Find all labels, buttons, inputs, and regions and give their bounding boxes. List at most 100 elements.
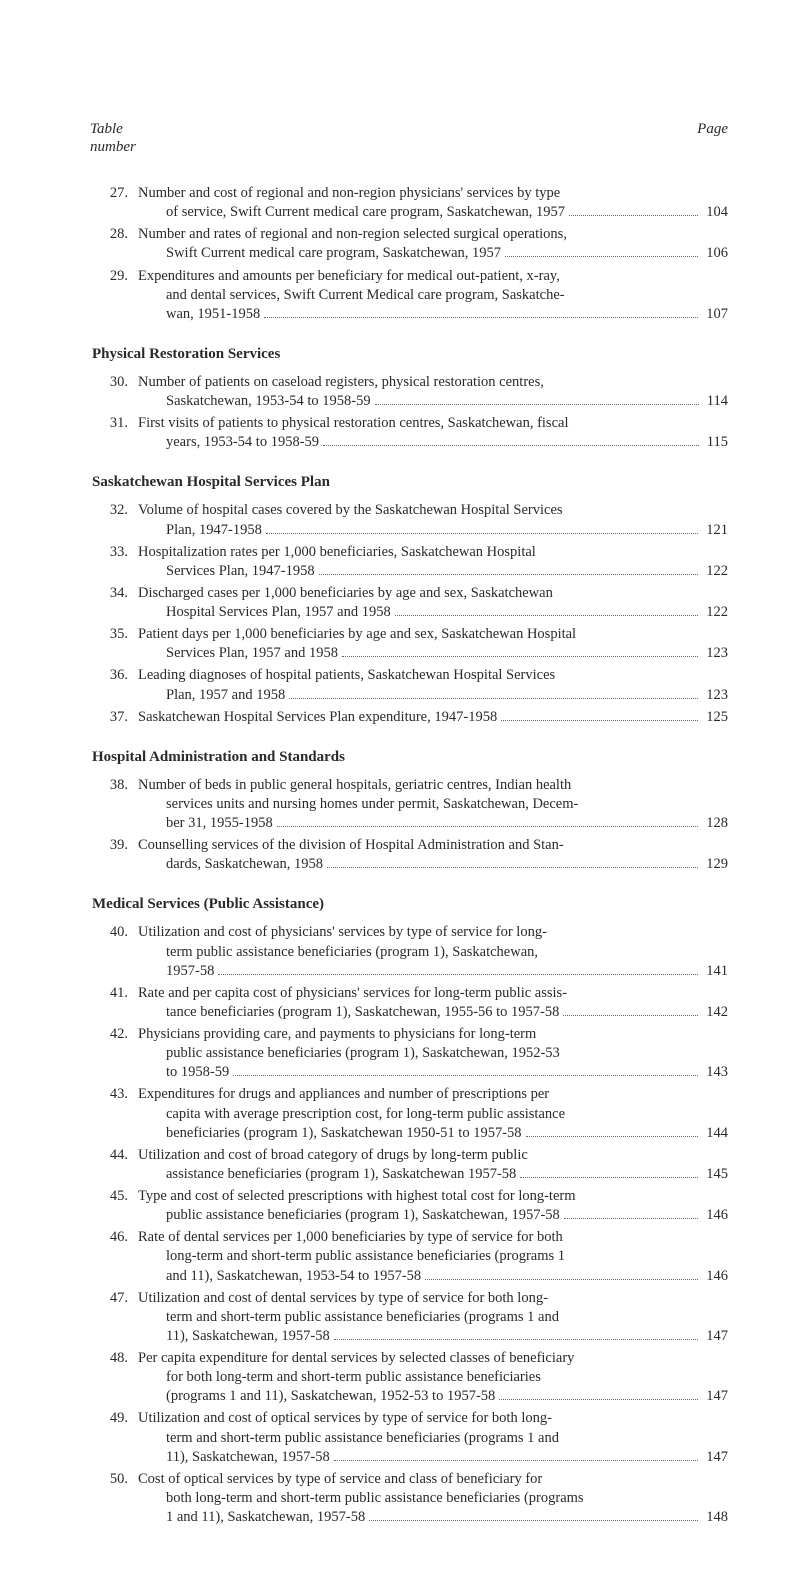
entry-description: Saskatchewan Hospital Services Plan expe… bbox=[138, 708, 728, 727]
entry-last-text: Plan, 1957 and 1958 bbox=[166, 686, 285, 705]
entry-page-number: 106 bbox=[702, 244, 728, 263]
entry-number: 35. bbox=[90, 625, 138, 663]
entry-last-text: 11), Saskatchewan, 1957-58 bbox=[166, 1448, 330, 1467]
entry-number: 42. bbox=[90, 1025, 138, 1082]
entry-description: Hospitalization rates per 1,000 benefici… bbox=[138, 543, 728, 581]
toc-entry: 40.Utilization and cost of physicians' s… bbox=[90, 923, 728, 980]
entry-line: public assistance beneficiaries (program… bbox=[138, 1044, 728, 1063]
entry-line: Rate of dental services per 1,000 benefi… bbox=[138, 1228, 728, 1247]
entry-description: Rate and per capita cost of physicians' … bbox=[138, 984, 728, 1022]
entry-page-number: 125 bbox=[702, 708, 728, 727]
entry-line: Type and cost of selected prescriptions … bbox=[138, 1187, 728, 1206]
entry-leader-line: Services Plan, 1947-1958122 bbox=[138, 562, 728, 581]
entry-number: 30. bbox=[90, 373, 138, 411]
entry-leader-line: (programs 1 and 11), Saskatchewan, 1952-… bbox=[138, 1387, 728, 1406]
entry-last-text: dards, Saskatchewan, 1958 bbox=[166, 855, 323, 874]
entry-last-text: and 11), Saskatchewan, 1953-54 to 1957-5… bbox=[166, 1267, 421, 1286]
entry-page-number: 145 bbox=[702, 1165, 728, 1184]
entry-description: Patient days per 1,000 beneficiaries by … bbox=[138, 625, 728, 663]
entry-last-text: to 1958-59 bbox=[166, 1063, 229, 1082]
entry-leader-line: 1 and 11), Saskatchewan, 1957-58 148 bbox=[138, 1508, 728, 1527]
entry-last-text: 1 and 11), Saskatchewan, 1957-58 bbox=[166, 1508, 365, 1527]
entry-description: Utilization and cost of optical services… bbox=[138, 1409, 728, 1466]
entry-last-text: 11), Saskatchewan, 1957-58 bbox=[166, 1327, 330, 1346]
entry-line: Cost of optical services by type of serv… bbox=[138, 1470, 728, 1489]
entry-last-text: Swift Current medical care program, Sask… bbox=[166, 244, 501, 263]
entry-line: Leading diagnoses of hospital patients, … bbox=[138, 666, 728, 685]
header-table-label: Table bbox=[90, 120, 136, 138]
entry-leader-line: ber 31, 1955-1958128 bbox=[138, 814, 728, 833]
entry-last-text: assistance beneficiaries (program 1), Sa… bbox=[166, 1165, 516, 1184]
entry-page-number: 146 bbox=[702, 1206, 728, 1225]
page-root: Table number Page 27.Number and cost of … bbox=[0, 0, 800, 1590]
toc-entry: 30.Number of patients on caseload regist… bbox=[90, 373, 728, 411]
entry-description: Utilization and cost of dental services … bbox=[138, 1289, 728, 1346]
toc-entry: 41.Rate and per capita cost of physician… bbox=[90, 984, 728, 1022]
entry-page-number: 115 bbox=[703, 433, 728, 452]
entry-last-text: tance beneficiaries (program 1), Saskatc… bbox=[166, 1003, 559, 1022]
leader-dots bbox=[264, 317, 698, 318]
entry-last-text: beneficiaries (program 1), Saskatchewan … bbox=[166, 1124, 522, 1143]
entry-page-number: 148 bbox=[702, 1508, 728, 1527]
entry-leader-line: Saskatchewan Hospital Services Plan expe… bbox=[138, 708, 728, 727]
section-heading: Saskatchewan Hospital Services Plan bbox=[92, 474, 728, 491]
entry-page-number: 147 bbox=[702, 1387, 728, 1406]
entry-line: Utilization and cost of broad category o… bbox=[138, 1146, 728, 1165]
toc-entry: 29.Expenditures and amounts per benefici… bbox=[90, 267, 728, 324]
leader-dots bbox=[218, 974, 698, 975]
header-row: Table number Page bbox=[90, 120, 728, 156]
toc-entry: 34.Discharged cases per 1,000 beneficiar… bbox=[90, 584, 728, 622]
entry-leader-line: wan, 1951-1958107 bbox=[138, 305, 728, 324]
entry-line: Number and rates of regional and non-reg… bbox=[138, 225, 728, 244]
entry-line: Counselling services of the division of … bbox=[138, 836, 728, 855]
leader-dots bbox=[233, 1075, 698, 1076]
toc-entry: 45.Type and cost of selected prescriptio… bbox=[90, 1187, 728, 1225]
entry-line: term and short-term public assistance be… bbox=[138, 1308, 728, 1327]
entry-line: Utilization and cost of optical services… bbox=[138, 1409, 728, 1428]
entry-line: Utilization and cost of physicians' serv… bbox=[138, 923, 728, 942]
toc-entry: 33.Hospitalization rates per 1,000 benef… bbox=[90, 543, 728, 581]
entry-line: Patient days per 1,000 beneficiaries by … bbox=[138, 625, 728, 644]
entry-description: Expenditures and amounts per beneficiary… bbox=[138, 267, 728, 324]
entry-description: Leading diagnoses of hospital patients, … bbox=[138, 666, 728, 704]
leader-dots bbox=[526, 1136, 699, 1137]
toc-entry: 28.Number and rates of regional and non-… bbox=[90, 225, 728, 263]
entry-leader-line: Plan, 1957 and 1958123 bbox=[138, 686, 728, 705]
toc-entry: 47.Utilization and cost of dental servic… bbox=[90, 1289, 728, 1346]
entry-page-number: 114 bbox=[703, 392, 728, 411]
entry-page-number: 104 bbox=[702, 203, 728, 222]
entry-number: 41. bbox=[90, 984, 138, 1022]
entry-description: Number and cost of regional and non-regi… bbox=[138, 184, 728, 222]
entry-description: Number and rates of regional and non-reg… bbox=[138, 225, 728, 263]
entry-number: 40. bbox=[90, 923, 138, 980]
section-heading: Medical Services (Public Assistance) bbox=[92, 896, 728, 913]
leader-dots bbox=[334, 1460, 698, 1461]
toc-entry: 31.First visits of patients to physical … bbox=[90, 414, 728, 452]
entry-description: Rate of dental services per 1,000 benefi… bbox=[138, 1228, 728, 1285]
leader-dots bbox=[323, 445, 699, 446]
entry-leader-line: Hospital Services Plan, 1957 and 1958122 bbox=[138, 603, 728, 622]
toc-entry: 49.Utilization and cost of optical servi… bbox=[90, 1409, 728, 1466]
toc-entry: 50.Cost of optical services by type of s… bbox=[90, 1470, 728, 1527]
entry-number: 32. bbox=[90, 501, 138, 539]
entry-last-text: years, 1953-54 to 1958-59 bbox=[166, 433, 319, 452]
entry-leader-line: and 11), Saskatchewan, 1953-54 to 1957-5… bbox=[138, 1267, 728, 1286]
entry-number: 36. bbox=[90, 666, 138, 704]
entry-last-text: Plan, 1947-1958 bbox=[166, 521, 262, 540]
entry-line: Per capita expenditure for dental servic… bbox=[138, 1349, 728, 1368]
leader-dots bbox=[327, 867, 698, 868]
entry-line: Discharged cases per 1,000 beneficiaries… bbox=[138, 584, 728, 603]
leader-dots bbox=[369, 1520, 698, 1521]
toc-entry: 38.Number of beds in public general hosp… bbox=[90, 776, 728, 833]
leader-dots bbox=[425, 1279, 698, 1280]
toc-body: 27.Number and cost of regional and non-r… bbox=[90, 184, 728, 1527]
entry-line: for both long-term and short-term public… bbox=[138, 1368, 728, 1387]
entry-leader-line: 11), Saskatchewan, 1957-58147 bbox=[138, 1327, 728, 1346]
entry-number: 49. bbox=[90, 1409, 138, 1466]
entry-leader-line: to 1958-59143 bbox=[138, 1063, 728, 1082]
leader-dots bbox=[395, 615, 699, 616]
leader-dots bbox=[569, 215, 698, 216]
entry-leader-line: dards, Saskatchewan, 1958129 bbox=[138, 855, 728, 874]
entry-line: services units and nursing homes under p… bbox=[138, 795, 728, 814]
entry-line: Number of patients on caseload registers… bbox=[138, 373, 728, 392]
